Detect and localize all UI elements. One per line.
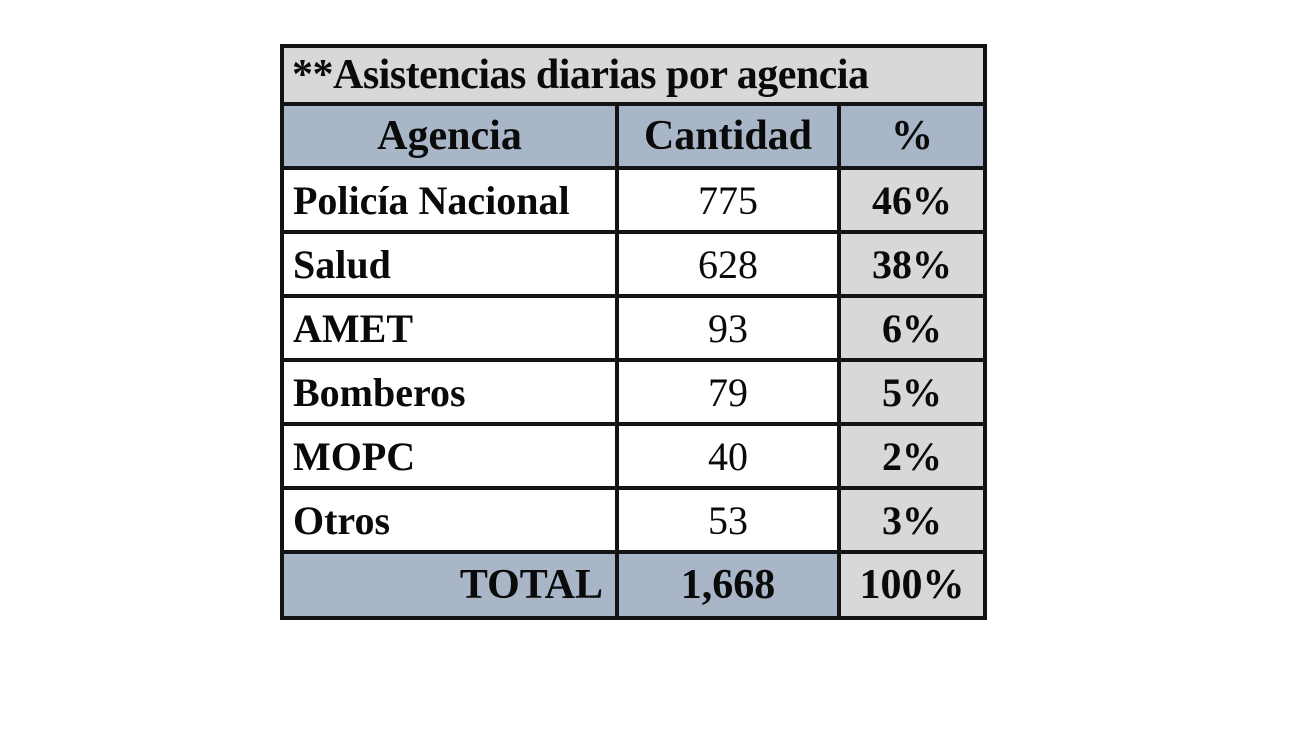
agencia-cell: Policía Nacional (280, 166, 619, 234)
total-pct: 100% (837, 550, 987, 620)
agencia-cell: Salud (280, 230, 619, 298)
table-row: Otros 53 3% (280, 486, 987, 554)
pct-cell: 38% (837, 230, 987, 298)
cantidad-cell: 93 (615, 294, 841, 362)
table-row: AMET 93 6% (280, 294, 987, 362)
total-cantidad: 1,668 (615, 550, 841, 620)
table-title: **Asistencias diarias por agencia (280, 44, 987, 106)
column-header-cantidad: Cantidad (615, 102, 841, 170)
pct-cell: 3% (837, 486, 987, 554)
title-row: **Asistencias diarias por agencia (280, 44, 987, 106)
table-row: Salud 628 38% (280, 230, 987, 298)
table-row: MOPC 40 2% (280, 422, 987, 490)
table-row: Policía Nacional 775 46% (280, 166, 987, 234)
total-label: TOTAL (280, 550, 619, 620)
pct-cell: 5% (837, 358, 987, 426)
header-row: Agencia Cantidad % (280, 102, 987, 170)
cantidad-cell: 775 (615, 166, 841, 234)
total-row: TOTAL 1,668 100% (280, 550, 987, 620)
cantidad-cell: 628 (615, 230, 841, 298)
column-header-pct: % (837, 102, 987, 170)
column-header-agencia: Agencia (280, 102, 619, 170)
asistencias-table-container: **Asistencias diarias por agencia Agenci… (280, 44, 987, 620)
agencia-cell: MOPC (280, 422, 619, 490)
pct-cell: 2% (837, 422, 987, 490)
table-row: Bomberos 79 5% (280, 358, 987, 426)
pct-cell: 6% (837, 294, 987, 362)
cantidad-cell: 79 (615, 358, 841, 426)
asistencias-table: **Asistencias diarias por agencia Agenci… (280, 44, 987, 620)
cantidad-cell: 53 (615, 486, 841, 554)
pct-cell: 46% (837, 166, 987, 234)
agencia-cell: Otros (280, 486, 619, 554)
agencia-cell: AMET (280, 294, 619, 362)
agencia-cell: Bomberos (280, 358, 619, 426)
cantidad-cell: 40 (615, 422, 841, 490)
